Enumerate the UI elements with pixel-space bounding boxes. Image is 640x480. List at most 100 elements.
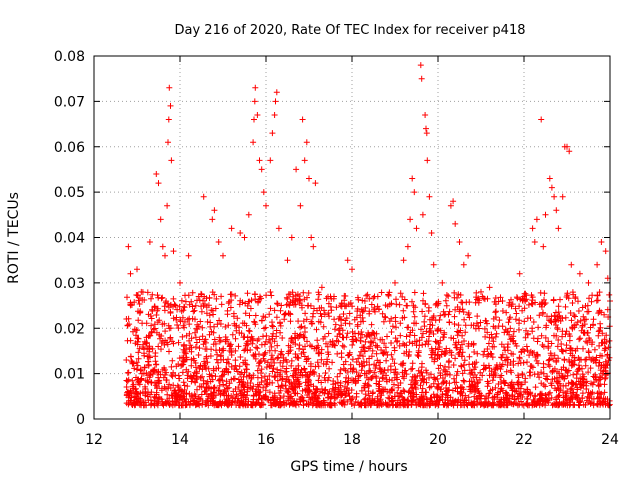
data-point xyxy=(554,402,561,409)
data-point xyxy=(487,350,494,357)
data-point xyxy=(575,366,582,373)
data-point xyxy=(314,307,320,314)
data-point xyxy=(127,270,134,277)
data-point xyxy=(186,330,193,337)
data-point xyxy=(475,323,482,329)
data-point xyxy=(583,382,590,389)
data-point xyxy=(358,387,365,394)
data-point xyxy=(442,297,449,304)
data-point xyxy=(337,302,344,309)
data-point xyxy=(542,334,549,341)
data-point xyxy=(550,297,557,304)
data-point xyxy=(484,329,491,336)
data-point xyxy=(232,357,239,364)
data-point xyxy=(472,389,479,396)
data-point xyxy=(238,376,245,383)
data-point xyxy=(409,327,416,334)
data-point xyxy=(407,216,414,223)
data-point xyxy=(412,378,419,385)
data-point xyxy=(497,374,504,381)
data-point xyxy=(327,303,334,310)
data-point xyxy=(159,400,166,407)
data-point xyxy=(146,345,152,352)
data-point xyxy=(413,396,420,403)
data-point xyxy=(155,294,162,301)
data-point xyxy=(420,290,427,297)
data-point xyxy=(396,342,403,349)
data-point xyxy=(435,365,442,372)
data-point xyxy=(563,347,569,354)
data-point xyxy=(282,382,289,389)
data-point xyxy=(188,298,195,305)
data-point xyxy=(458,363,465,370)
data-point xyxy=(297,398,304,405)
data-point xyxy=(554,343,561,350)
data-point xyxy=(497,294,504,301)
data-point xyxy=(401,388,408,395)
data-point xyxy=(228,225,235,232)
data-point xyxy=(138,402,145,409)
data-point xyxy=(426,193,433,200)
data-point xyxy=(296,300,303,307)
data-point xyxy=(155,399,162,406)
data-point xyxy=(466,353,473,360)
data-point xyxy=(201,388,208,395)
data-point xyxy=(248,401,255,408)
data-point xyxy=(134,338,141,345)
data-point xyxy=(581,316,588,323)
data-point xyxy=(237,402,244,409)
data-point xyxy=(529,225,536,232)
data-point xyxy=(367,367,374,374)
data-point xyxy=(315,318,322,325)
data-point xyxy=(419,375,426,382)
data-point xyxy=(400,360,407,367)
data-point xyxy=(341,401,348,408)
data-point xyxy=(286,310,293,317)
data-point xyxy=(164,202,171,209)
data-point xyxy=(269,319,275,326)
data-point xyxy=(413,320,420,327)
data-point xyxy=(163,398,170,405)
data-point xyxy=(336,330,343,337)
data-point xyxy=(409,298,415,305)
data-point xyxy=(263,364,270,371)
data-point xyxy=(277,367,284,374)
data-point xyxy=(459,306,466,313)
data-point xyxy=(272,373,279,380)
data-point xyxy=(493,308,499,315)
data-point xyxy=(438,393,445,400)
data-point xyxy=(440,308,447,315)
data-point xyxy=(189,289,196,296)
data-point xyxy=(542,402,549,409)
data-point xyxy=(210,394,217,401)
data-point xyxy=(353,314,360,321)
data-point xyxy=(596,342,603,349)
data-point xyxy=(244,402,251,409)
data-point xyxy=(326,365,333,372)
data-point xyxy=(193,376,200,383)
data-point xyxy=(153,329,160,336)
data-point xyxy=(158,295,165,302)
data-point xyxy=(267,157,274,164)
data-point xyxy=(154,369,161,376)
data-point xyxy=(447,202,454,209)
data-point xyxy=(354,294,361,301)
data-point xyxy=(338,322,345,329)
data-point xyxy=(437,370,444,376)
data-point xyxy=(585,369,592,376)
data-point xyxy=(401,396,407,403)
data-point xyxy=(559,333,566,340)
data-point xyxy=(303,356,310,363)
y-tick-label: 0.08 xyxy=(54,49,85,65)
data-point xyxy=(530,319,537,325)
data-point xyxy=(283,365,290,372)
data-point xyxy=(587,365,594,372)
data-point xyxy=(283,301,290,308)
data-point xyxy=(353,337,360,344)
data-point xyxy=(306,175,312,182)
data-point xyxy=(502,379,509,386)
data-point xyxy=(320,360,327,367)
data-point xyxy=(543,322,550,329)
data-point xyxy=(524,330,531,337)
data-point xyxy=(547,389,553,396)
